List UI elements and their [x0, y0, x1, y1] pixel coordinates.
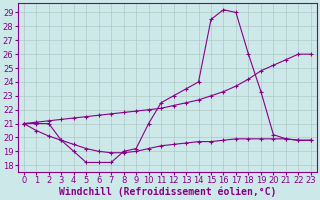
- X-axis label: Windchill (Refroidissement éolien,°C): Windchill (Refroidissement éolien,°C): [59, 187, 276, 197]
